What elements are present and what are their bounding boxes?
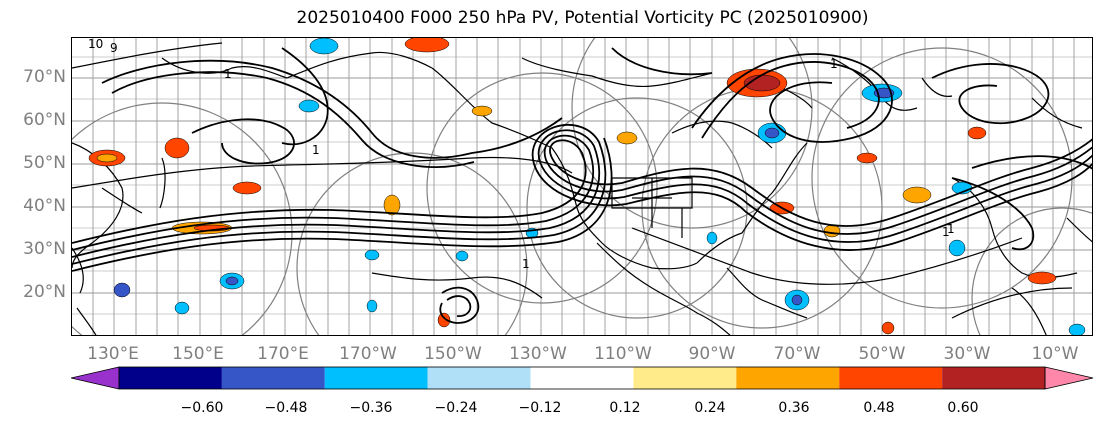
colorbar-segment [530, 367, 634, 389]
contour-label: 1 [522, 257, 530, 271]
colorbar-tick-label: 0.24 [694, 400, 726, 416]
colorbar-tick-label: −0.60 [180, 400, 224, 416]
colorbar-segment [839, 367, 943, 389]
colorbar-tick-label: 0.36 [778, 400, 810, 416]
colorbar-segment [633, 367, 737, 389]
lon-label-70w: 70°W [773, 344, 821, 364]
colorbar-segment [71, 366, 120, 390]
lon-label-30w: 30°W [943, 344, 991, 364]
lon-label-130w: 130°W [509, 344, 567, 364]
lon-label-170e: 170°E [257, 344, 309, 364]
lat-label-50n: 50°N [23, 153, 66, 173]
colorbar-tick-label: −0.24 [434, 400, 478, 416]
colorbar-segments [71, 366, 1094, 390]
lat-label-20n: 20°N [23, 282, 66, 302]
colorbar-outline [118, 366, 1046, 390]
colorbar-tick-label: 0.12 [609, 400, 641, 416]
lon-label-130e: 130°E [87, 344, 139, 364]
contour-label: 1 [942, 225, 950, 239]
lon-label-110w: 110°W [594, 344, 652, 364]
lat-label-70n: 70°N [23, 67, 66, 87]
map-panel: 10 9 1 1 1 1 1 1 [71, 37, 1093, 336]
contour-label: 1 [224, 67, 232, 81]
colorbar-tick-label: −0.48 [264, 400, 308, 416]
lat-label-30n: 30°N [23, 239, 66, 259]
contour-label: 10 [88, 38, 103, 51]
lon-label-90w: 90°W [688, 344, 736, 364]
pv-shading [88, 38, 1086, 335]
lon-label-10w: 10°W [1031, 344, 1079, 364]
lat-label-60n: 60°N [23, 110, 66, 130]
contour-label: 1 [312, 143, 320, 157]
colorbar-segment [942, 367, 1045, 389]
colorbar-segment [427, 367, 531, 389]
colorbar-tick-label: 0.48 [863, 400, 895, 416]
colorbar-segment [119, 367, 222, 389]
pv-contours [72, 47, 1092, 324]
pv-contours-thin [72, 42, 1073, 319]
contour-label: 9 [110, 41, 118, 55]
contour-label: 1 [947, 222, 955, 236]
plot-title: 2025010400 F000 250 hPa PV, Potential Vo… [296, 8, 869, 28]
contour-label: 1 [830, 57, 838, 71]
lon-label-170w: 170°W [339, 344, 397, 364]
lon-label-50w: 50°W [858, 344, 906, 364]
lat-label-40n: 40°N [23, 196, 66, 216]
lon-label-150e: 150°E [172, 344, 224, 364]
colorbar-tick-label: 0.60 [947, 400, 979, 416]
lon-label-150w: 150°W [424, 344, 482, 364]
colorbar-segment [221, 367, 325, 389]
colorbar-segment [324, 367, 428, 389]
colorbar-segment [736, 367, 840, 389]
colorbar-tick-label: −0.12 [518, 400, 562, 416]
colorbar-segment [1044, 366, 1094, 390]
map-canvas: 10 9 1 1 1 1 1 1 [72, 38, 1092, 335]
colorbar-tick-label: −0.36 [349, 400, 393, 416]
contour-labels: 10 9 1 1 1 1 1 1 [88, 38, 955, 271]
colorbar [71, 366, 1094, 390]
